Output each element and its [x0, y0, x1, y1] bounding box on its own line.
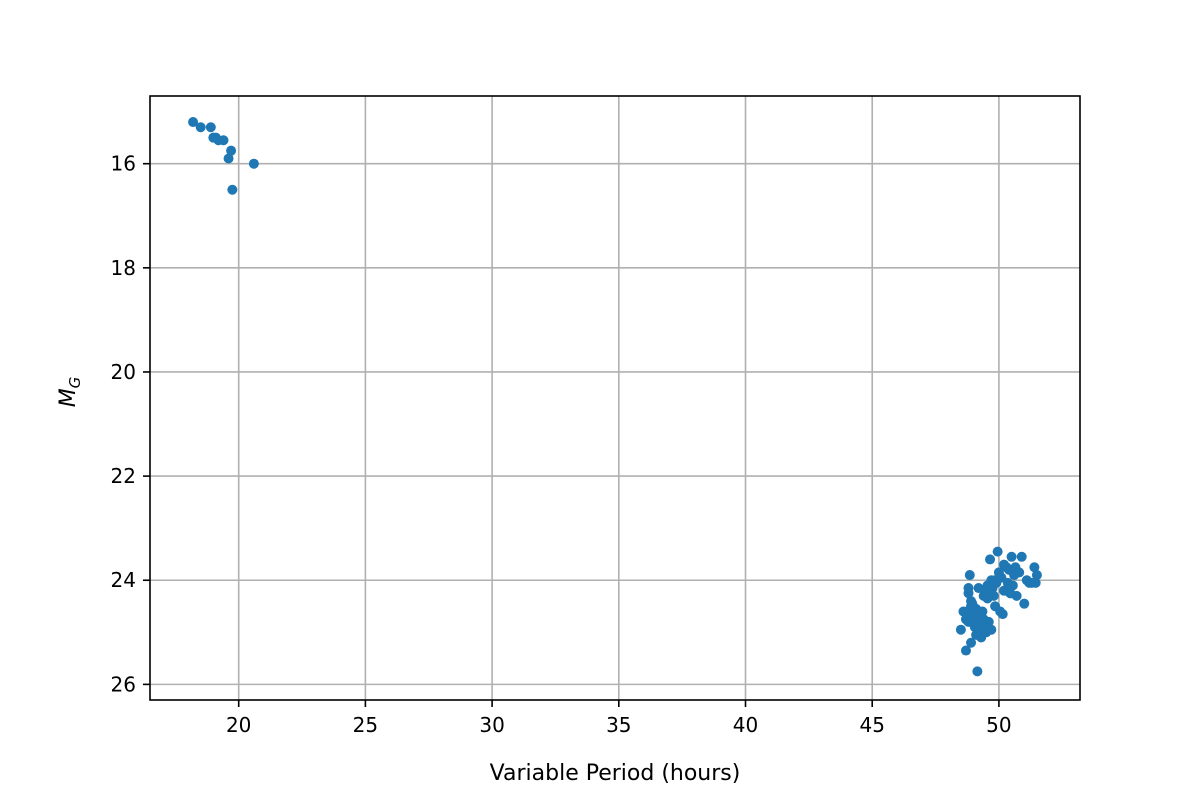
- y-axis-label-subscript: G: [66, 377, 84, 389]
- y-tick-label: 26: [111, 672, 136, 696]
- data-point: [966, 596, 977, 607]
- data-point: [985, 554, 996, 565]
- data-point: [1006, 551, 1017, 562]
- y-tick-label: 18: [111, 256, 136, 280]
- x-axis-ticks: 20 25 30 35 40 45 50: [226, 700, 1012, 737]
- data-point: [1016, 551, 1027, 562]
- data-point: [981, 616, 992, 627]
- data-point: [982, 593, 993, 604]
- y-axis-ticks: 16 18 20 22 24 26: [111, 152, 150, 696]
- x-tick-label: 20: [226, 713, 251, 737]
- y-tick-label: 16: [111, 152, 136, 176]
- data-point: [1030, 577, 1041, 588]
- y-tick-label: 22: [111, 464, 136, 488]
- data-point: [986, 624, 997, 635]
- data-point: [993, 572, 1004, 583]
- x-tick-label: 35: [606, 713, 631, 737]
- data-point: [997, 609, 1008, 620]
- data-point: [992, 546, 1003, 557]
- data-point: [1031, 570, 1042, 581]
- data-point: [1019, 598, 1030, 609]
- data-point: [958, 606, 969, 617]
- data-point: [960, 645, 971, 656]
- plot-frame: [149, 95, 1081, 701]
- x-tick-label: 50: [986, 713, 1011, 737]
- data-point: [188, 117, 199, 128]
- data-point: [963, 616, 974, 627]
- x-tick-label: 30: [479, 713, 504, 737]
- data-point: [977, 627, 988, 638]
- data-point: [1007, 580, 1018, 591]
- data-point: [966, 637, 977, 648]
- x-axis-label: Variable Period (hours): [490, 761, 741, 786]
- y-tick-label: 24: [111, 568, 136, 592]
- x-tick-label: 45: [859, 713, 884, 737]
- x-tick-label: 40: [733, 713, 758, 737]
- data-point: [1005, 588, 1016, 599]
- y-axis-label: MG: [56, 377, 84, 408]
- data-point: [972, 609, 983, 620]
- data-point: [205, 122, 216, 133]
- data-point: [248, 158, 259, 169]
- grid: [150, 96, 1080, 700]
- data-point: [223, 153, 234, 164]
- data-point: [218, 135, 229, 146]
- data-point: [226, 145, 237, 156]
- data-point: [195, 122, 206, 133]
- data-point: [972, 666, 983, 677]
- data-point: [1029, 562, 1040, 573]
- data-point: [963, 583, 974, 594]
- data-point: [1014, 567, 1025, 578]
- data-point: [227, 184, 238, 195]
- data-point: [210, 132, 221, 143]
- data-point: [955, 624, 966, 635]
- x-tick-label: 25: [353, 713, 378, 737]
- data-points: [188, 117, 1042, 677]
- y-tick-label: 20: [111, 360, 136, 384]
- data-point: [964, 570, 975, 581]
- y-axis-label-main: M: [56, 388, 81, 407]
